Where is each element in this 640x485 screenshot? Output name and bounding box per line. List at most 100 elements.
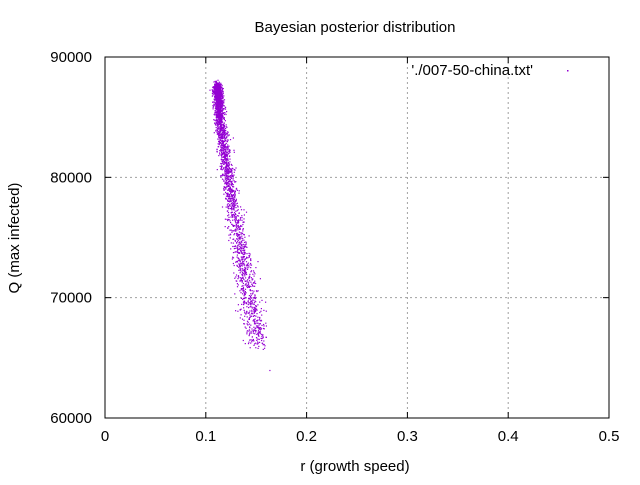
data-point	[246, 303, 248, 305]
data-point	[232, 205, 234, 207]
data-point	[254, 329, 257, 332]
data-point	[223, 128, 225, 130]
data-point	[220, 119, 222, 121]
data-point	[230, 234, 232, 236]
data-point	[234, 239, 236, 241]
data-point	[248, 298, 251, 300]
data-point	[220, 109, 222, 111]
data-point	[259, 328, 261, 330]
data-point	[241, 252, 243, 254]
data-point	[213, 92, 215, 94]
data-point	[213, 92, 215, 94]
data-point	[217, 124, 219, 126]
data-point	[213, 88, 215, 90]
data-point	[253, 319, 255, 321]
data-point	[214, 83, 216, 85]
data-point	[233, 245, 235, 248]
data-point	[236, 225, 238, 227]
data-point	[227, 212, 230, 214]
data-point	[209, 89, 211, 91]
data-point	[231, 214, 233, 216]
data-point	[251, 306, 253, 308]
data-point	[225, 154, 227, 156]
data-point	[217, 88, 219, 90]
data-point	[244, 301, 246, 303]
data-point	[253, 290, 255, 292]
data-point	[243, 303, 245, 305]
data-point	[248, 266, 250, 268]
data-point	[237, 284, 239, 286]
data-point	[237, 206, 239, 208]
data-point	[245, 313, 247, 315]
data-point	[241, 285, 243, 287]
data-point	[232, 194, 234, 196]
data-point	[251, 293, 254, 295]
data-point	[224, 156, 226, 158]
data-point	[246, 273, 248, 276]
data-point	[236, 234, 238, 236]
data-point	[235, 222, 237, 224]
data-point	[222, 123, 224, 126]
data-point	[230, 184, 232, 186]
data-point	[218, 102, 220, 104]
data-point	[240, 244, 242, 246]
data-point	[237, 252, 239, 254]
data-point	[251, 279, 253, 281]
data-point	[227, 146, 229, 148]
data-point	[241, 274, 243, 276]
data-point	[233, 248, 235, 250]
data-point	[221, 115, 223, 117]
data-point	[260, 308, 262, 310]
data-point	[251, 302, 253, 304]
data-point	[223, 151, 225, 153]
data-point	[220, 99, 222, 101]
data-point	[242, 221, 244, 223]
data-point	[215, 84, 217, 86]
data-point	[229, 208, 232, 210]
data-point	[251, 307, 253, 309]
data-point	[251, 300, 253, 303]
data-point	[234, 217, 236, 219]
data-point	[215, 94, 217, 96]
data-point	[216, 150, 218, 152]
data-point	[247, 301, 249, 303]
data-point	[226, 158, 228, 161]
data-point	[227, 171, 229, 173]
data-point	[219, 106, 222, 108]
data-point	[231, 190, 233, 192]
data-point	[216, 89, 218, 91]
data-point	[232, 174, 234, 176]
data-point	[256, 308, 258, 310]
data-point	[220, 145, 222, 147]
data-point	[223, 161, 225, 163]
data-point	[250, 294, 252, 296]
data-point	[223, 113, 225, 116]
data-point	[252, 332, 255, 334]
legend-marker	[567, 70, 569, 72]
data-point	[247, 262, 250, 264]
data-point	[250, 277, 252, 279]
data-point	[232, 186, 234, 188]
data-point	[255, 331, 257, 333]
data-point	[215, 97, 217, 99]
data-point	[249, 280, 251, 282]
data-point	[255, 290, 258, 292]
data-point	[265, 301, 267, 303]
data-point	[232, 225, 234, 227]
data-point	[237, 244, 239, 246]
data-point	[222, 147, 225, 149]
data-point	[257, 347, 259, 349]
data-point	[244, 275, 246, 277]
data-point	[223, 144, 225, 146]
chart-title: Bayesian posterior distribution	[255, 19, 456, 36]
data-point	[259, 316, 261, 319]
data-point	[226, 193, 229, 196]
data-point	[215, 116, 218, 119]
data-point	[232, 214, 234, 216]
data-point	[221, 144, 223, 146]
data-point	[225, 198, 227, 200]
data-point	[220, 159, 222, 161]
data-point	[262, 337, 264, 339]
data-point	[239, 290, 241, 292]
